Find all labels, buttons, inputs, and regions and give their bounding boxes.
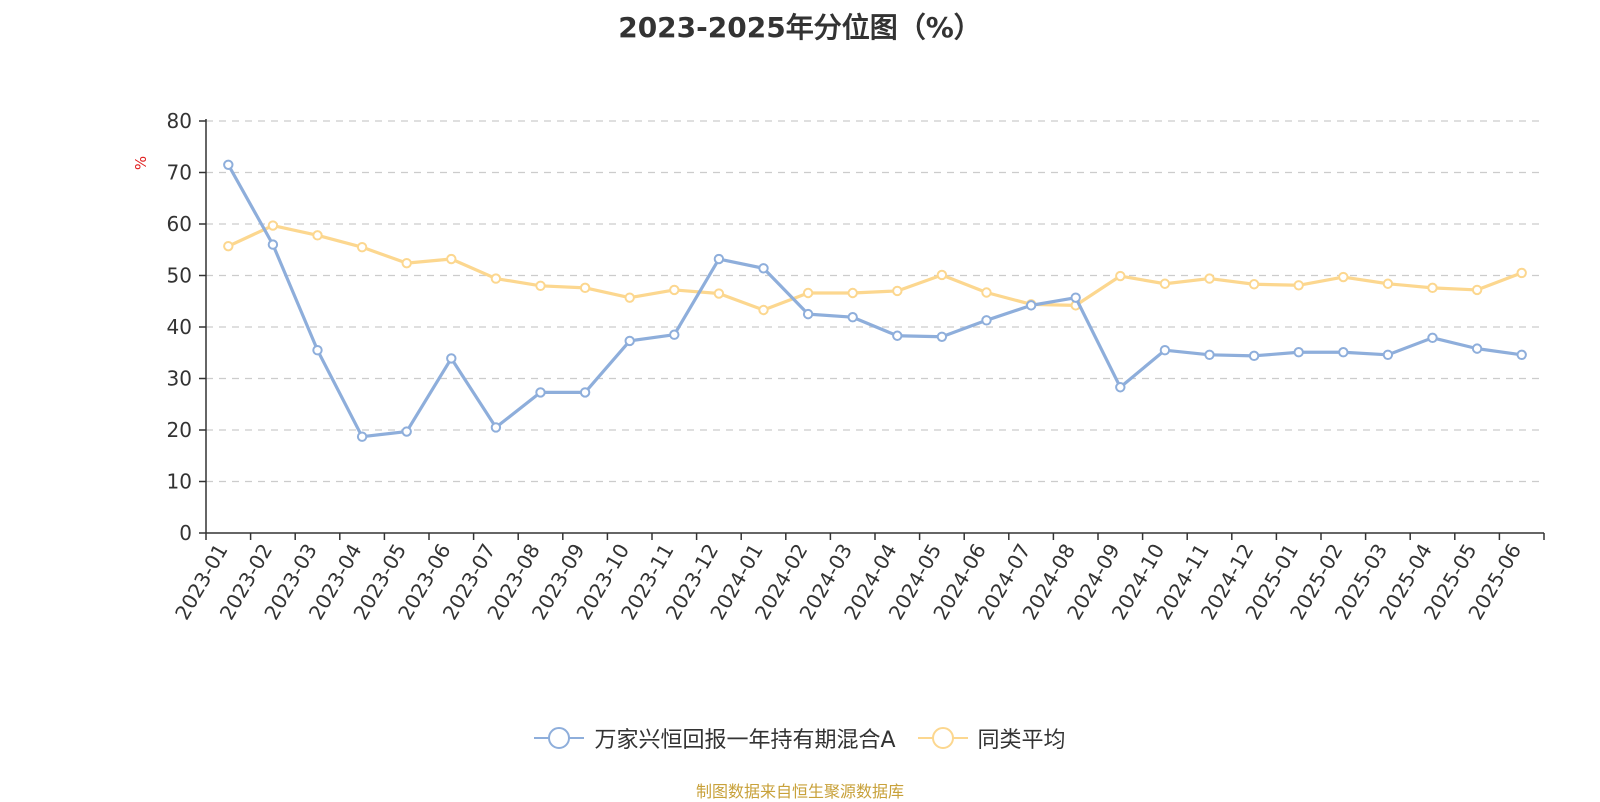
data-point-fund[interactable]	[490, 422, 502, 433]
chart-title: 2023-2025年分位图（%）	[618, 11, 982, 44]
source-note: 制图数据来自恒生聚源数据库	[695, 782, 904, 801]
data-point-fund[interactable]	[624, 335, 635, 347]
data-point-fund[interactable]	[1025, 300, 1037, 311]
data-point-fund[interactable]	[847, 312, 858, 323]
y-tick-label: 60	[167, 212, 192, 236]
data-point-peer-average[interactable]	[446, 253, 457, 265]
data-point-fund[interactable]	[936, 331, 948, 342]
data-point-fund[interactable]	[1382, 349, 1394, 361]
data-point-peer-average[interactable]	[1159, 278, 1171, 289]
data-point-fund[interactable]	[1070, 292, 1081, 303]
data-point-fund[interactable]	[1516, 349, 1527, 361]
legend: 万家兴恒回报一年持有期混合A 同类平均	[0, 722, 1600, 754]
data-point-peer-average[interactable]	[981, 287, 992, 298]
data-point-peer-average[interactable]	[713, 288, 725, 299]
series-line-peer-average	[226, 223, 1524, 312]
legend-label-peer-average: 同类平均	[977, 728, 1066, 753]
legend-item-fund[interactable]: 万家兴恒回报一年持有期混合A	[534, 722, 896, 754]
data-point-peer-average[interactable]	[1204, 273, 1215, 284]
data-point-fund[interactable]	[802, 308, 814, 320]
y-tick-label: 10	[167, 470, 192, 494]
data-point-fund[interactable]	[1248, 350, 1260, 362]
y-tick-label: 70	[167, 161, 192, 185]
line-chart: 010203040506070802023-012023-022023-0320…	[132, 109, 1545, 624]
data-point-fund[interactable]	[401, 426, 412, 437]
data-point-peer-average[interactable]	[401, 257, 412, 269]
data-point-fund[interactable]	[1115, 382, 1126, 393]
data-point-fund[interactable]	[1293, 347, 1304, 358]
data-point-peer-average[interactable]	[892, 285, 903, 297]
legend-label-fund: 万家兴恒回报一年持有期混合A	[594, 728, 896, 753]
legend-swatch-peer-average	[917, 727, 968, 749]
data-point-peer-average[interactable]	[267, 220, 279, 231]
data-point-fund[interactable]	[758, 263, 769, 274]
legend-swatch-fund	[534, 727, 585, 749]
series-line-fund	[226, 163, 1524, 439]
y-axis-unit-label: %	[132, 156, 150, 170]
y-tick-label: 20	[167, 418, 192, 442]
data-point-peer-average[interactable]	[1471, 284, 1483, 296]
data-point-peer-average[interactable]	[1516, 267, 1527, 279]
y-tick-label: 50	[167, 264, 192, 288]
data-point-fund[interactable]	[267, 239, 279, 250]
data-point-fund[interactable]	[223, 159, 234, 170]
legend-item-peer-average[interactable]: 同类平均	[917, 722, 1066, 754]
data-point-fund[interactable]	[1159, 344, 1171, 356]
data-point-fund[interactable]	[1338, 347, 1349, 358]
data-point-fund[interactable]	[579, 387, 591, 398]
data-point-peer-average[interactable]	[1248, 279, 1260, 290]
y-tick-label: 0	[179, 521, 192, 545]
data-point-fund[interactable]	[892, 330, 903, 341]
data-point-fund[interactable]	[356, 431, 368, 442]
data-point-peer-average[interactable]	[223, 240, 234, 252]
axes: 010203040506070802023-012023-022023-0320…	[167, 109, 1545, 624]
data-point-fund[interactable]	[1471, 343, 1483, 354]
data-point-peer-average[interactable]	[758, 304, 769, 316]
data-point-peer-average[interactable]	[847, 287, 858, 299]
data-point-fund[interactable]	[981, 315, 992, 326]
data-point-fund[interactable]	[312, 344, 323, 356]
data-point-peer-average[interactable]	[1115, 270, 1126, 282]
data-point-peer-average[interactable]	[312, 230, 323, 241]
data-point-peer-average[interactable]	[579, 282, 591, 294]
data-point-peer-average[interactable]	[535, 280, 546, 291]
data-point-peer-average[interactable]	[1427, 282, 1438, 294]
data-point-peer-average[interactable]	[624, 292, 635, 303]
y-tick-label: 80	[167, 109, 192, 133]
data-point-fund[interactable]	[535, 387, 546, 398]
data-point-peer-average[interactable]	[936, 269, 948, 281]
data-point-fund[interactable]	[446, 353, 457, 364]
y-tick-label: 40	[167, 315, 192, 339]
data-point-peer-average[interactable]	[356, 241, 368, 253]
data-point-fund[interactable]	[713, 253, 725, 265]
y-tick-label: 30	[167, 367, 192, 391]
data-point-fund[interactable]	[1427, 332, 1438, 344]
data-point-peer-average[interactable]	[1382, 278, 1394, 289]
data-point-peer-average[interactable]	[802, 287, 814, 299]
data-point-peer-average[interactable]	[669, 284, 680, 296]
data-point-fund[interactable]	[669, 329, 680, 340]
data-point-peer-average[interactable]	[1338, 271, 1349, 283]
series-lines	[223, 159, 1527, 442]
data-point-fund[interactable]	[1204, 349, 1215, 361]
data-point-peer-average[interactable]	[1293, 280, 1304, 291]
data-point-peer-average[interactable]	[490, 273, 502, 284]
